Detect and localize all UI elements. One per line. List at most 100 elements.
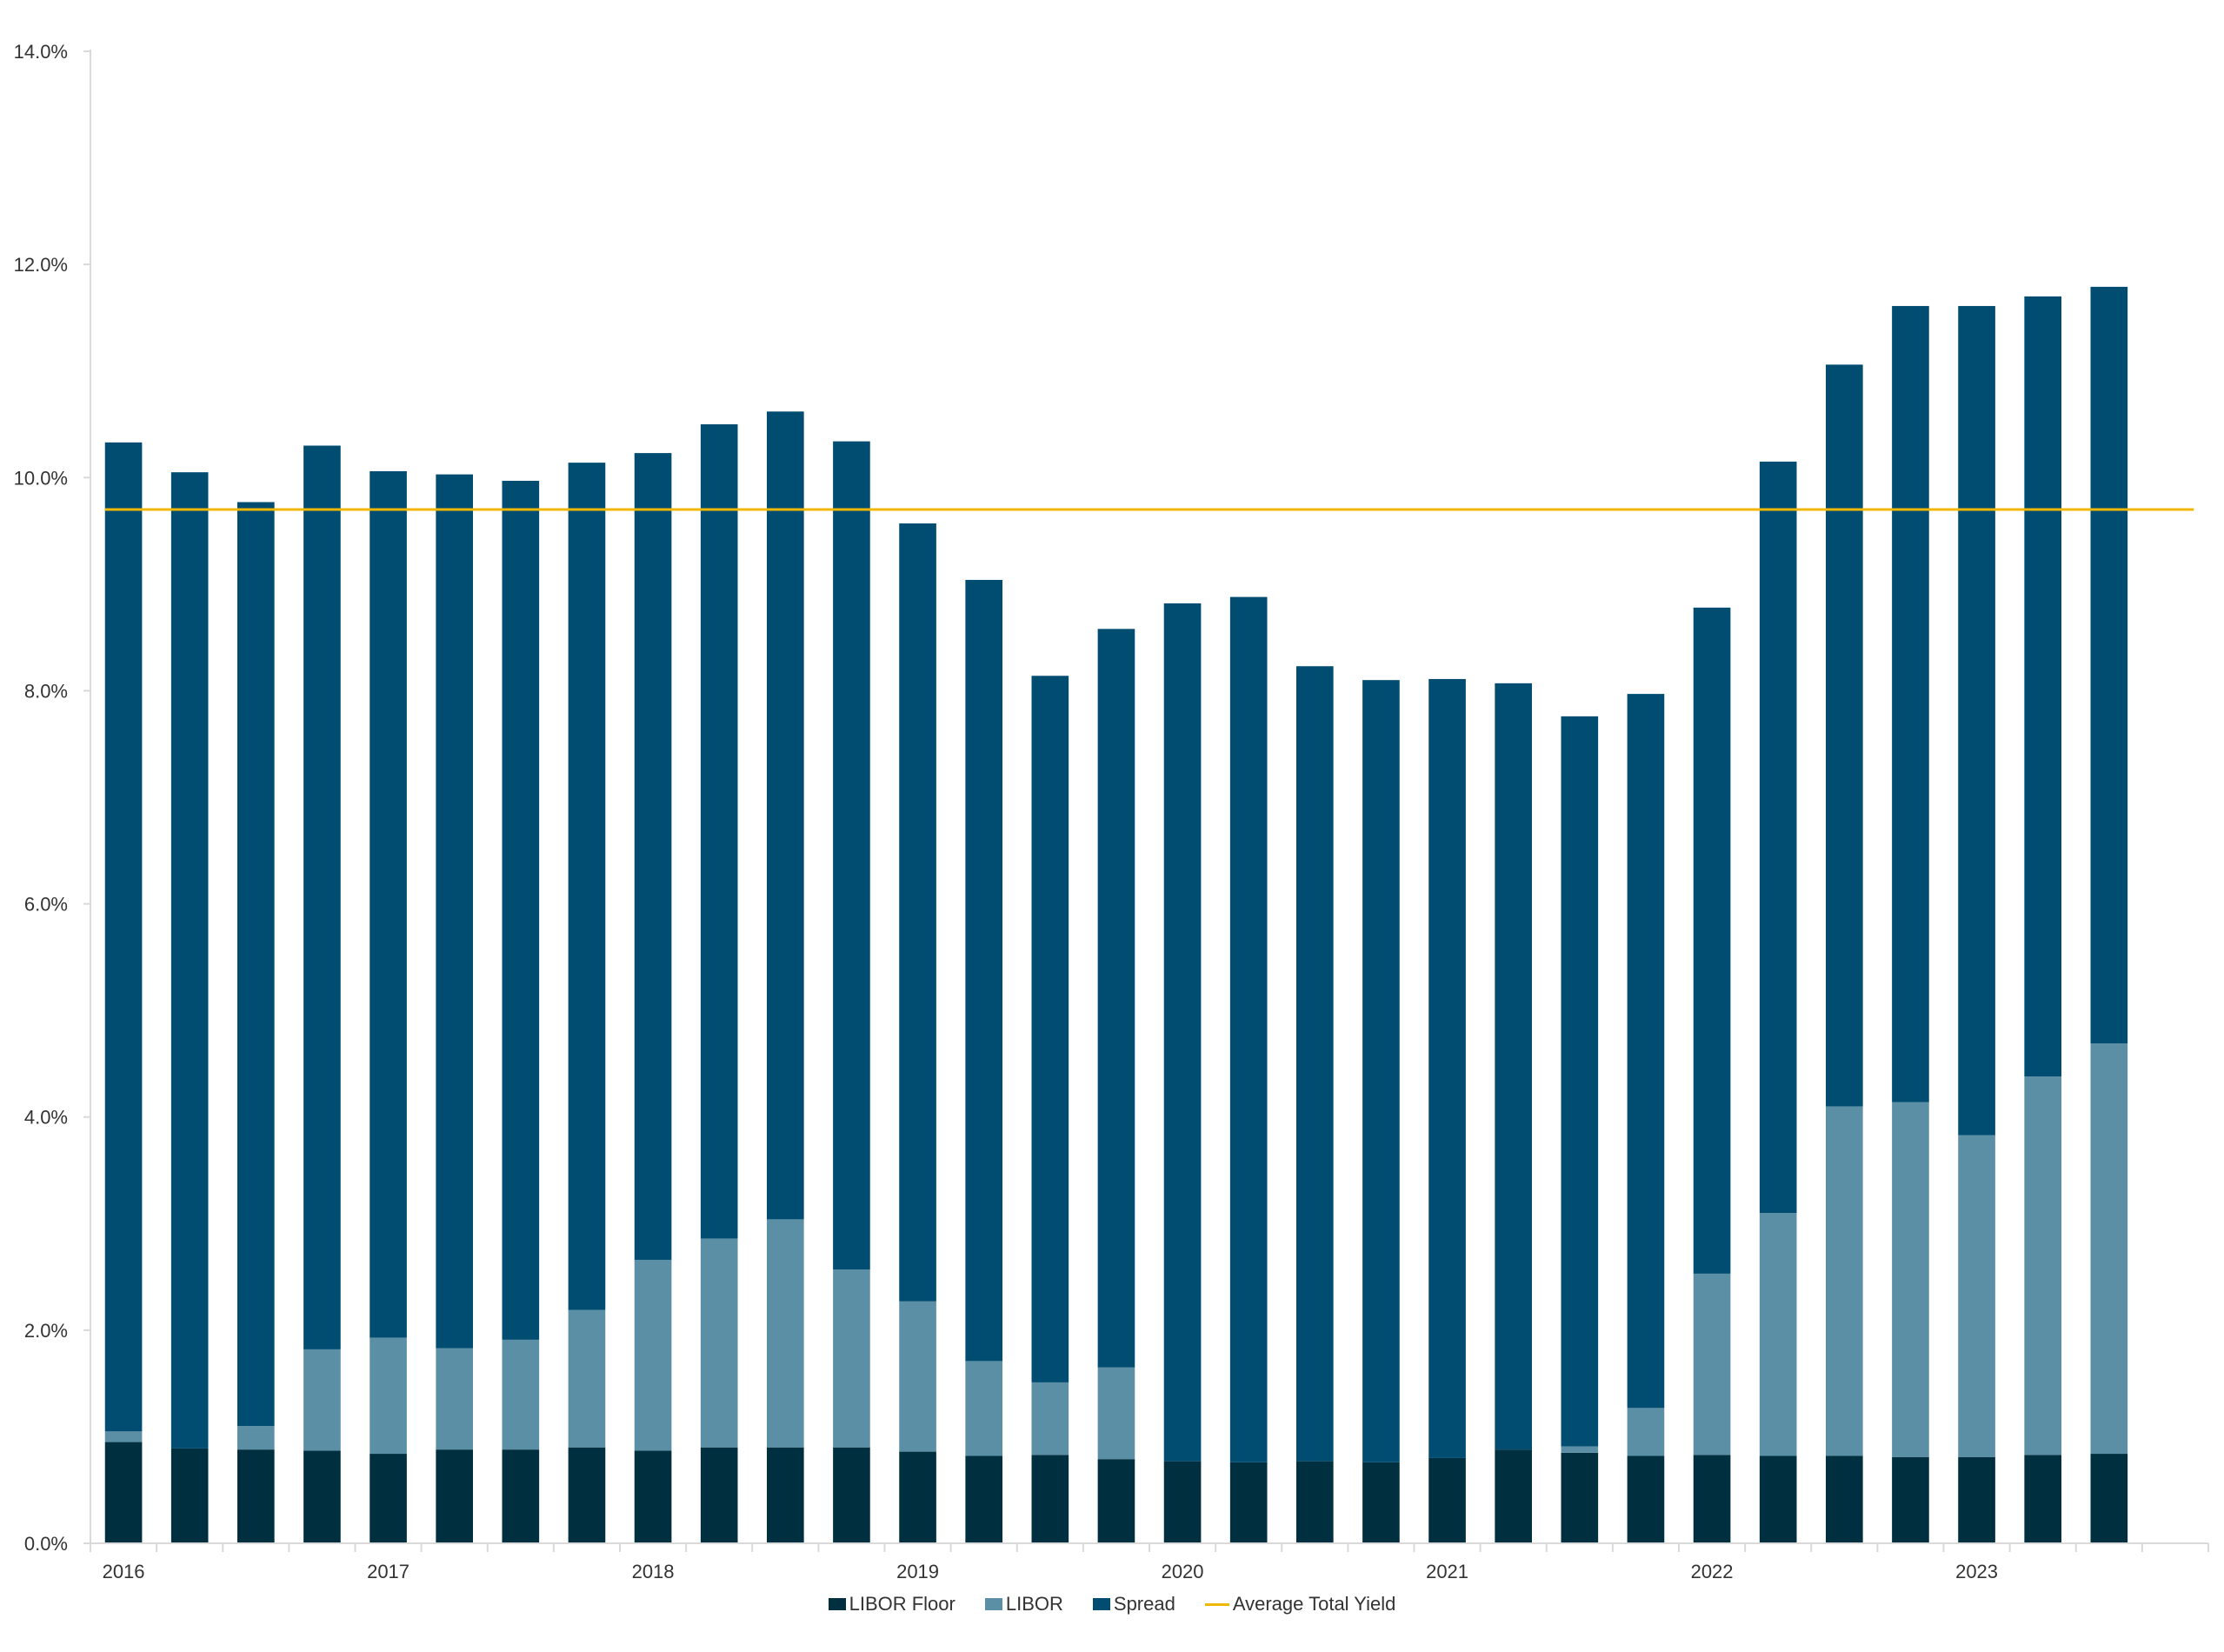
x-tick-label: 2017 bbox=[367, 1561, 410, 1582]
bar-spread bbox=[1097, 629, 1135, 1368]
bar-spread bbox=[1627, 694, 1665, 1409]
bar-libor bbox=[1958, 1135, 1995, 1457]
bar-libor bbox=[1031, 1382, 1069, 1455]
bar-libor-floor bbox=[370, 1454, 407, 1543]
x-tick-label: 2022 bbox=[1691, 1561, 1734, 1582]
bar-libor bbox=[1561, 1446, 1599, 1453]
bar-libor bbox=[700, 1238, 738, 1448]
bar-libor-floor bbox=[700, 1447, 738, 1543]
legend-swatch-spread bbox=[1092, 1598, 1110, 1610]
bar-spread bbox=[236, 502, 275, 1427]
bar-spread bbox=[1759, 461, 1797, 1214]
bar-spread bbox=[1163, 603, 1202, 1462]
bar-spread bbox=[1892, 305, 1929, 1102]
bar-spread bbox=[568, 463, 606, 1310]
x-tick-label: 2019 bbox=[896, 1561, 939, 1582]
bar-spread bbox=[700, 424, 738, 1239]
bar-libor bbox=[965, 1361, 1003, 1456]
legend-item-average-total-yield: Average Total Yield bbox=[1204, 1593, 1396, 1615]
x-tick-label: 2020 bbox=[1162, 1561, 1204, 1582]
bar-libor-floor bbox=[634, 1450, 672, 1543]
bar-libor-floor bbox=[236, 1449, 275, 1543]
bar-libor-floor bbox=[1825, 1455, 1863, 1543]
bar-libor bbox=[568, 1309, 606, 1448]
legend-swatch-libor-floor bbox=[828, 1598, 846, 1610]
bar-libor-floor bbox=[2024, 1455, 2062, 1543]
bar-libor-floor bbox=[303, 1450, 341, 1543]
bar-libor-floor bbox=[1561, 1452, 1599, 1543]
bar-libor-floor bbox=[1892, 1456, 1929, 1543]
bar-libor bbox=[1627, 1408, 1665, 1456]
bar-libor-floor bbox=[1031, 1455, 1069, 1543]
bar-spread bbox=[1561, 716, 1599, 1447]
bar-libor bbox=[104, 1431, 143, 1442]
bar-libor-floor bbox=[1163, 1461, 1202, 1543]
bar-libor-floor bbox=[1627, 1455, 1665, 1543]
bar-spread bbox=[2024, 296, 2062, 1077]
bar-libor-floor bbox=[502, 1449, 540, 1543]
bar-spread bbox=[1428, 678, 1466, 1458]
bar-spread bbox=[1495, 683, 1533, 1450]
bar-spread bbox=[1362, 680, 1400, 1462]
bar-libor-floor bbox=[1229, 1462, 1268, 1543]
bar-libor-floor bbox=[2090, 1454, 2128, 1543]
bar-libor bbox=[1693, 1273, 1731, 1455]
legend-label-libor-floor: LIBOR Floor bbox=[849, 1593, 956, 1615]
bar-libor-floor bbox=[1759, 1455, 1797, 1543]
bar-libor-floor bbox=[1495, 1449, 1533, 1543]
bar-spread bbox=[104, 442, 143, 1432]
bar-spread bbox=[1958, 305, 1995, 1136]
bar-spread bbox=[766, 411, 804, 1220]
bar-spread bbox=[1295, 666, 1334, 1462]
bar-libor-floor bbox=[1693, 1455, 1731, 1543]
bar-spread bbox=[1229, 596, 1268, 1462]
bar-libor-floor bbox=[766, 1447, 804, 1543]
legend-swatch-average-total-yield bbox=[1204, 1602, 1229, 1606]
bar-spread bbox=[1693, 607, 1731, 1274]
bar-spread bbox=[833, 441, 870, 1269]
bar-libor bbox=[634, 1259, 672, 1451]
bar-libor bbox=[1759, 1213, 1797, 1456]
y-tick-label: 6.0% bbox=[24, 894, 68, 916]
bar-libor bbox=[303, 1349, 341, 1451]
bar-libor bbox=[1097, 1367, 1135, 1460]
bar-libor bbox=[1892, 1102, 1929, 1457]
bar-libor-floor bbox=[965, 1455, 1003, 1543]
bar-spread bbox=[634, 453, 672, 1260]
bar-libor bbox=[766, 1219, 804, 1448]
y-tick-label: 0.0% bbox=[24, 1533, 68, 1555]
y-tick-label: 4.0% bbox=[24, 1107, 68, 1129]
bar-libor bbox=[833, 1269, 870, 1448]
bar-libor-floor bbox=[1958, 1456, 1995, 1543]
bar-libor-floor bbox=[833, 1447, 870, 1543]
bar-spread bbox=[965, 579, 1003, 1362]
legend-swatch-libor bbox=[984, 1598, 1002, 1610]
legend: LIBOR Floor LIBOR Spread Average Total Y… bbox=[0, 1582, 2224, 1626]
legend-label-spread: Spread bbox=[1113, 1593, 1175, 1615]
bar-libor-floor bbox=[436, 1449, 474, 1543]
bar-spread bbox=[303, 445, 341, 1349]
bar-spread bbox=[370, 470, 407, 1338]
bar-spread bbox=[899, 523, 936, 1302]
bar-libor-floor bbox=[1295, 1461, 1334, 1543]
bar-libor bbox=[236, 1426, 275, 1450]
y-tick-label: 10.0% bbox=[14, 467, 68, 489]
bar-spread bbox=[2090, 286, 2128, 1044]
bar-libor bbox=[899, 1301, 936, 1452]
y-tick-label: 12.0% bbox=[14, 254, 68, 276]
bar-libor bbox=[436, 1348, 474, 1450]
legend-item-libor-floor: LIBOR Floor bbox=[828, 1593, 956, 1615]
bar-libor-floor bbox=[104, 1442, 143, 1543]
bar-libor-floor bbox=[1362, 1462, 1400, 1543]
bar-libor bbox=[2024, 1076, 2062, 1455]
x-tick-label: 2021 bbox=[1426, 1561, 1468, 1582]
legend-label-average-total-yield: Average Total Yield bbox=[1232, 1593, 1396, 1615]
x-tick-label: 2016 bbox=[103, 1561, 145, 1582]
x-tick-label: 2018 bbox=[632, 1561, 675, 1582]
y-tick-label: 2.0% bbox=[24, 1320, 68, 1342]
bar-libor bbox=[502, 1339, 540, 1450]
bar-libor bbox=[2090, 1043, 2128, 1455]
y-tick-label: 14.0% bbox=[14, 41, 68, 63]
bar-libor-floor bbox=[170, 1448, 209, 1543]
